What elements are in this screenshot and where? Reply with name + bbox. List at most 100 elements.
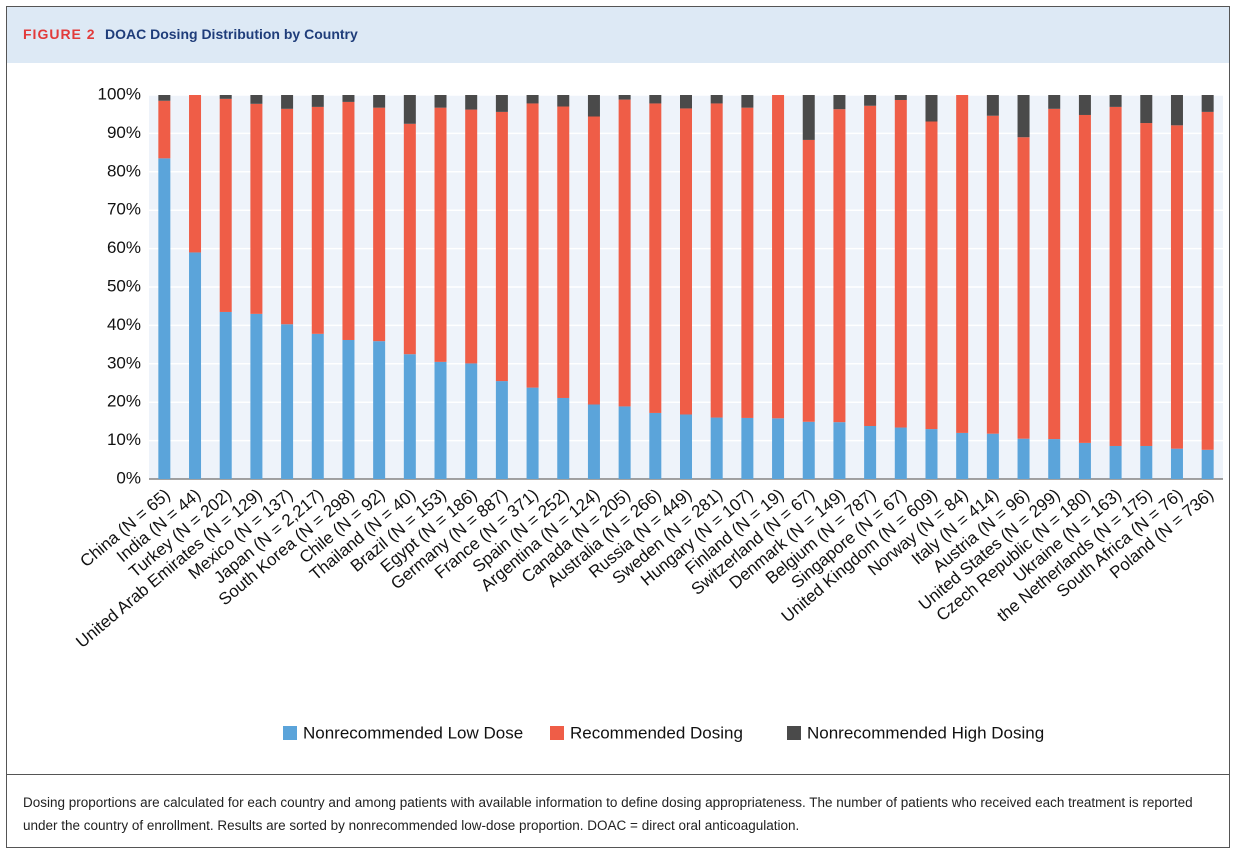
bar-segment	[158, 158, 171, 480]
y-tick-label: 90%	[107, 123, 141, 142]
y-tick-label: 50%	[107, 276, 141, 295]
bar-segment	[557, 95, 570, 107]
bar-segment	[1109, 106, 1122, 446]
bar-segment	[403, 354, 416, 479]
bar-segment	[864, 105, 877, 427]
figure-label: FIGURE 2	[23, 26, 96, 42]
bar-segment	[1048, 439, 1061, 479]
bar-segment	[495, 381, 508, 479]
bar-segment	[833, 95, 846, 110]
bar-segment	[741, 95, 754, 108]
bar-segment	[680, 108, 692, 415]
chart-title: DOAC Dosing Distribution by Country	[105, 26, 358, 42]
bar-segment	[587, 404, 600, 479]
bar-segment	[281, 108, 294, 325]
legend-swatch	[787, 726, 801, 740]
figure: FIGURE 2 DOAC Dosing Distribution by Cou…	[6, 6, 1230, 848]
bar-segment	[772, 418, 785, 479]
bar-segment	[189, 95, 202, 253]
bar-segment	[925, 429, 938, 479]
caption: Dosing proportions are calculated for ea…	[23, 795, 1193, 833]
bar-segment	[986, 115, 999, 434]
bar-segment	[1078, 442, 1091, 479]
bar-segment	[741, 417, 754, 479]
bar-segment	[495, 111, 508, 382]
y-tick-label: 30%	[107, 353, 141, 372]
y-tick-label: 0%	[116, 468, 141, 487]
bar-segment	[802, 421, 815, 479]
bar-segment	[403, 123, 416, 355]
bar-segment	[864, 95, 877, 106]
bar-segment	[311, 106, 324, 334]
bar-segment	[434, 361, 447, 479]
bar-segment	[342, 339, 355, 479]
bar-segment	[1017, 95, 1030, 138]
bar-segment	[1140, 445, 1153, 479]
bar-segment	[311, 333, 324, 479]
chart: 0%10%20%30%40%50%60%70%80%90%100%China (…	[72, 84, 1223, 742]
bar-segment	[618, 406, 631, 479]
bar-segment	[1048, 108, 1061, 440]
legend-swatch	[283, 726, 297, 740]
bar-segment	[864, 426, 877, 479]
bar-segment	[526, 95, 539, 104]
bar-segment	[465, 363, 478, 479]
bar-segment	[649, 412, 662, 479]
bar-segment	[250, 95, 263, 104]
bar-segment	[465, 95, 478, 110]
bar-segment	[311, 95, 324, 107]
bar-segment	[802, 95, 815, 140]
bar-segment	[373, 95, 386, 108]
bar-segment	[219, 311, 232, 479]
bar-segment	[649, 95, 662, 104]
bar-segment	[894, 427, 907, 479]
bar-segment	[925, 121, 938, 430]
bar-segment	[1109, 445, 1122, 479]
bar-segment	[250, 313, 263, 479]
bar-segment	[373, 107, 386, 342]
bar-segment	[1109, 95, 1122, 107]
bar-segment	[526, 387, 539, 479]
bar-segment	[465, 109, 478, 364]
bar-segment	[986, 433, 999, 479]
bar-segment	[557, 397, 570, 479]
bar-segment	[158, 100, 171, 159]
bar-segment	[710, 95, 723, 104]
bar-segment	[342, 101, 355, 340]
legend-label: Nonrecommended Low Dose	[303, 723, 523, 742]
figure-header: FIGURE 2 DOAC Dosing Distribution by Cou…	[7, 7, 1229, 63]
bar-segment	[219, 98, 232, 312]
bar-segment	[557, 106, 570, 398]
bar-segment	[189, 252, 202, 479]
bar-segment	[219, 95, 232, 99]
bar-segment	[680, 95, 692, 109]
bar-segment	[342, 95, 355, 102]
bar-segment	[403, 95, 416, 124]
bar-segment	[1170, 95, 1183, 126]
bar-segment	[158, 95, 171, 101]
bar-segment	[956, 432, 969, 479]
bar-segment	[1201, 449, 1214, 479]
bar-segment	[434, 107, 447, 362]
bar-segment	[1170, 448, 1183, 479]
bar-segment	[281, 95, 294, 109]
bar-segment	[1201, 95, 1214, 112]
bar-segment	[1140, 95, 1153, 124]
bar-segment	[587, 95, 600, 117]
bar-segment	[986, 95, 999, 116]
bar-segment	[495, 95, 508, 112]
bar-segment	[710, 103, 723, 418]
bar-segment	[956, 95, 969, 433]
y-tick-label: 70%	[107, 200, 141, 219]
bar-segment	[710, 417, 723, 479]
bar-segment	[1017, 438, 1030, 479]
y-tick-label: 40%	[107, 315, 141, 334]
bar-segment	[741, 107, 754, 418]
bar-segment	[250, 103, 263, 314]
bar-segment	[649, 103, 662, 413]
y-tick-label: 10%	[107, 430, 141, 449]
bar-segment	[618, 95, 631, 100]
bar-segment	[680, 414, 692, 479]
bar-segment	[894, 95, 907, 100]
bar-segment	[1140, 123, 1153, 446]
